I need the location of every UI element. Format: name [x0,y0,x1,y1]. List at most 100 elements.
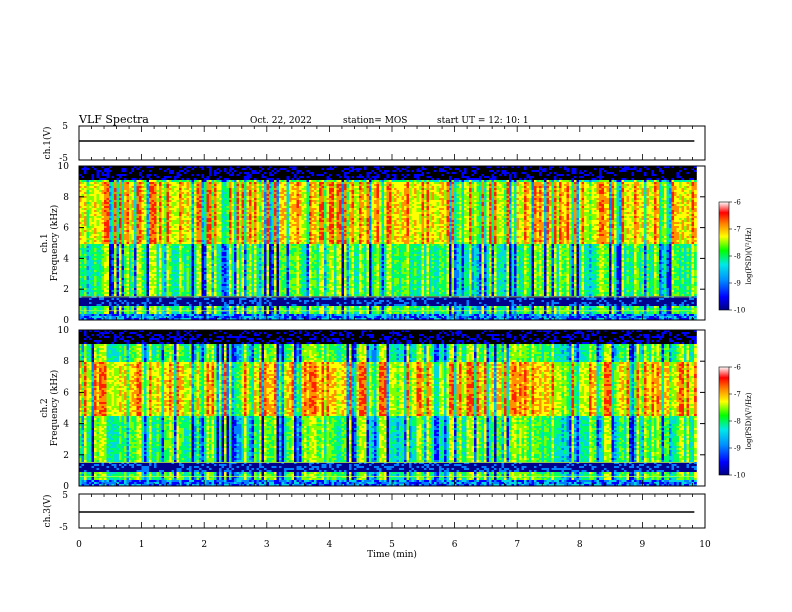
spectrogram-cell [99,252,102,254]
spectrogram-cell [239,182,242,184]
spectrogram-cell [147,210,150,212]
spectrogram-cell [112,292,115,294]
spectrogram-cell [217,260,220,262]
spectrogram-cell [157,278,160,280]
spectrogram-cell [237,294,240,296]
spectrogram-cell [234,304,237,306]
spectrogram-cell [164,244,167,246]
spectrogram-cell [104,256,107,258]
spectrogram-cell [202,282,205,284]
spectrogram-cell [139,244,142,246]
spectrogram-cell [179,212,182,214]
spectrogram-cell [179,252,182,254]
spectrogram-cell [187,194,190,196]
spectrogram-cell [224,260,227,262]
spectrogram-cell [202,200,205,202]
spectrogram-cell [129,180,132,182]
spectrogram-cell [94,274,97,276]
spectrogram-cell [212,174,215,176]
spectrogram-cell [219,312,222,314]
spectrogram-cell [147,314,150,316]
spectrogram-cell [237,194,240,196]
spectrogram-cell [157,168,160,170]
spectrogram-cell [154,210,157,212]
spectrogram-cell [109,250,112,252]
spectrogram-cell [229,226,232,228]
spectrogram-cell [204,190,207,192]
spectrogram-cell [222,218,225,220]
spectrogram-cell [199,220,202,222]
spectrogram-cell [177,300,180,302]
spectrogram-cell [144,214,147,216]
spectrogram-cell [137,300,140,302]
spectrogram-cell [157,242,160,244]
spectrogram-cell [167,218,170,220]
spectrogram-cell [239,276,242,278]
spectrogram-cell [189,242,192,244]
spectrogram-cell [84,186,87,188]
spectrogram-cell [109,176,112,178]
spectrogram-cell [94,192,97,194]
spectrogram-cell [232,180,235,182]
spectrogram-cell [99,264,102,266]
spectrogram-cell [204,284,207,286]
spectrogram-cell [119,280,122,282]
spectrogram-cell [204,208,207,210]
spectrogram-cell [194,304,197,306]
ch1-spectrogram-image [79,166,697,320]
spectrogram-cell [97,218,100,220]
spectrogram-cell [237,206,240,208]
spectrogram-cell [227,272,230,274]
spectrogram-cell [229,208,232,210]
spectrogram-cell [119,232,122,234]
spectrogram-cell [209,254,212,256]
spectrogram-cell [82,298,85,300]
spectrogram-cell [102,200,105,202]
spectrogram-cell [114,174,117,176]
spectrogram-cell [177,200,180,202]
spectrogram-cell [204,218,207,220]
spectrogram-cell [179,298,182,300]
spectrogram-cell [229,270,232,272]
spectrogram-cell [154,286,157,288]
spectrogram-cell [82,218,85,220]
spectrogram-cell [84,182,87,184]
spectrogram-cell [174,232,177,234]
spectrogram-cell [192,218,195,220]
spectrogram-cell [239,222,242,224]
spectrogram-cell [172,214,175,216]
spectrogram-cell [169,210,172,212]
spectrogram-cell [87,258,90,260]
spectrogram-cell [197,238,200,240]
spectrogram-cell [97,192,100,194]
spectrogram-cell [154,218,157,220]
spectrogram-cell [107,282,110,284]
spectrogram-cell [159,202,162,204]
spectrogram-cell [137,196,140,198]
spectrogram-cell [147,268,150,270]
spectrogram-cell [197,194,200,196]
spectrogram-cell [164,286,167,288]
spectrogram-cell [94,202,97,204]
spectrogram-cell [97,286,100,288]
spectrogram-cell [92,248,95,250]
spectrogram-cell [92,250,95,252]
spectrogram-cell [124,298,127,300]
spectrogram-cell [124,202,127,204]
ch1-waveform-ylabel: ch.1(V) [42,127,53,160]
spectrogram-cell [149,198,152,200]
spectrogram-cell [99,194,102,196]
spectrogram-cell [239,246,242,248]
spectrogram-cell [87,214,90,216]
spectrogram-cell [134,226,137,228]
spectrogram-cell [209,188,212,190]
spectrogram-cell [102,278,105,280]
spectrogram-cell [184,312,187,314]
spectrogram-cell [229,282,232,284]
spectrogram-cell [142,294,145,296]
spectrogram-cell [137,316,140,318]
spectrogram-cell [164,272,167,274]
spectrogram-cell [194,302,197,304]
spectrogram-cell [149,232,152,234]
spectrogram-cell [159,300,162,302]
